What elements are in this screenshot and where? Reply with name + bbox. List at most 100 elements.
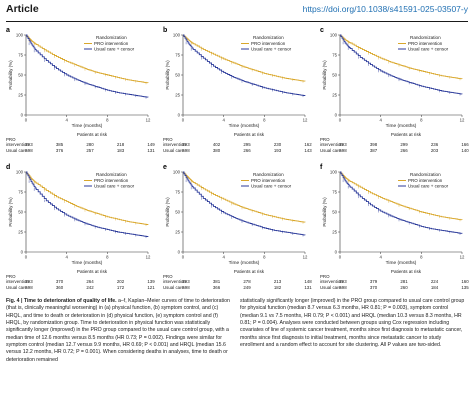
km-curve-pro xyxy=(340,34,463,80)
risk-value: 598 xyxy=(182,148,190,153)
risk-value: 598 xyxy=(25,285,33,290)
risk-row-label: Usual care xyxy=(6,285,28,290)
x-tick-label: 8 xyxy=(420,255,423,260)
panel-letter: a xyxy=(6,27,10,34)
risk-row-label: PRO xyxy=(320,274,330,279)
legend-label: Usual care + censor xyxy=(408,47,449,52)
x-tick-label: 0 xyxy=(339,255,342,260)
legend-label: Usual care + censor xyxy=(251,47,292,52)
y-tick-label: 25 xyxy=(18,230,23,235)
y-tick-label: 25 xyxy=(175,93,180,98)
risk-value: 385 xyxy=(56,142,64,147)
y-tick-label: 100 xyxy=(16,170,24,175)
risk-value: 593 xyxy=(25,279,33,284)
risk-value: 398 xyxy=(370,142,378,147)
km-curve-pro xyxy=(183,34,306,82)
y-tick-label: 100 xyxy=(173,33,181,38)
figure-caption-left: Fig. 4 | Time to deterioration of qualit… xyxy=(6,298,232,364)
risk-value: 162 xyxy=(304,142,312,147)
legend-label: Usual care + censor xyxy=(408,184,449,189)
panel-letter: c xyxy=(320,27,324,34)
y-tick-label: 25 xyxy=(175,230,180,235)
y-tick-label: 0 xyxy=(21,113,24,118)
km-panel-e: e 0 25 50 75 100 0 4 8 12 Time (months) Probability… xyxy=(163,164,312,294)
x-tick-label: 12 xyxy=(460,255,465,260)
figure-label: Fig. 4 | Time to deterioration of qualit… xyxy=(6,298,117,304)
km-chart-svg: a 0 25 50 75 100 0 4 8 12 Time (months) Probability… xyxy=(6,27,155,153)
y-tick-label: 50 xyxy=(18,73,23,78)
risk-value: 224 xyxy=(431,279,439,284)
km-panel-d: d 0 25 50 75 100 0 4 8 12 Time (months) Probability… xyxy=(6,164,155,294)
km-curve-usual xyxy=(26,171,149,237)
y-tick-label: 100 xyxy=(330,170,338,175)
risk-value: 299 xyxy=(400,142,408,147)
x-tick-label: 4 xyxy=(65,118,68,123)
x-tick-label: 4 xyxy=(222,255,225,260)
risk-value: 166 xyxy=(461,142,469,147)
legend-label: PRO intervention xyxy=(94,41,129,46)
x-axis-title: Time (months) xyxy=(386,123,417,129)
risk-row-label: PRO xyxy=(6,137,16,142)
x-tick-label: 12 xyxy=(460,118,465,123)
legend-label: PRO intervention xyxy=(408,41,443,46)
y-tick-label: 75 xyxy=(175,190,180,195)
risk-value: 266 xyxy=(243,148,251,153)
y-tick-label: 50 xyxy=(175,210,180,215)
km-panel-a: a 0 25 50 75 100 0 4 8 12 Time (months) Probability… xyxy=(6,27,155,157)
risk-value: 121 xyxy=(147,285,155,290)
x-tick-label: 4 xyxy=(65,255,68,260)
x-tick-label: 12 xyxy=(146,255,151,260)
km-curve-usual xyxy=(183,34,306,96)
y-tick-label: 75 xyxy=(18,53,23,58)
risk-row-label: intervention xyxy=(320,279,343,284)
risk-row-label: intervention xyxy=(320,142,343,147)
legend-title: Randomization xyxy=(410,35,441,40)
risk-value: 143 xyxy=(304,148,312,153)
legend-label: PRO intervention xyxy=(94,178,129,183)
risk-value: 370 xyxy=(56,279,64,284)
risk-value: 172 xyxy=(117,285,125,290)
risk-row-label: intervention xyxy=(6,142,29,147)
legend-label: PRO intervention xyxy=(408,178,443,183)
x-tick-label: 0 xyxy=(182,118,185,123)
caption-text-right: statistically significantly longer (impr… xyxy=(240,298,465,349)
x-axis-title: Time (months) xyxy=(229,260,260,266)
risk-value: 387 xyxy=(370,148,378,153)
legend-label: PRO intervention xyxy=(251,178,286,183)
risk-value: 182 xyxy=(274,285,282,290)
y-tick-label: 100 xyxy=(16,33,24,38)
risk-value: 380 xyxy=(213,148,221,153)
x-tick-label: 8 xyxy=(106,118,109,123)
risk-value: 242 xyxy=(86,285,94,290)
km-curve-pro xyxy=(26,34,149,84)
risk-table-title: Patients at risk xyxy=(77,132,108,137)
risk-value: 281 xyxy=(400,279,408,284)
legend-label: PRO intervention xyxy=(251,41,286,46)
km-panel-b: b 0 25 50 75 100 0 4 8 12 Time (months) Probability… xyxy=(163,27,312,157)
risk-value: 260 xyxy=(400,285,408,290)
x-tick-label: 0 xyxy=(182,255,185,260)
doi-link[interactable]: https://doi.org/10.1038/s41591-025-03507… xyxy=(302,4,468,14)
km-curve-usual xyxy=(26,34,149,98)
km-curve-usual xyxy=(183,171,306,236)
panel-letter: e xyxy=(163,164,167,171)
risk-value: 140 xyxy=(461,148,469,153)
km-panel-c: c 0 25 50 75 100 0 4 8 12 Time (months) Probability… xyxy=(320,27,469,157)
figure-caption-right: statistically significantly longer (impr… xyxy=(240,298,466,349)
km-curve-pro xyxy=(26,171,149,225)
y-tick-label: 25 xyxy=(18,93,23,98)
km-curve-usual xyxy=(340,34,463,95)
km-panel-f: f 0 25 50 75 100 0 4 8 12 Time (months) Probability… xyxy=(320,164,469,294)
risk-table-title: Patients at risk xyxy=(391,269,422,274)
risk-value: 598 xyxy=(182,285,190,290)
risk-row-label: intervention xyxy=(163,279,186,284)
risk-value: 131 xyxy=(304,285,312,290)
risk-value: 183 xyxy=(117,148,125,153)
y-tick-label: 100 xyxy=(173,170,181,175)
y-axis-title: Probability (%) xyxy=(165,197,170,227)
y-tick-label: 75 xyxy=(175,53,180,58)
y-tick-label: 0 xyxy=(21,250,24,255)
risk-value: 360 xyxy=(56,285,64,290)
x-tick-label: 12 xyxy=(303,118,308,123)
y-tick-label: 0 xyxy=(335,113,338,118)
